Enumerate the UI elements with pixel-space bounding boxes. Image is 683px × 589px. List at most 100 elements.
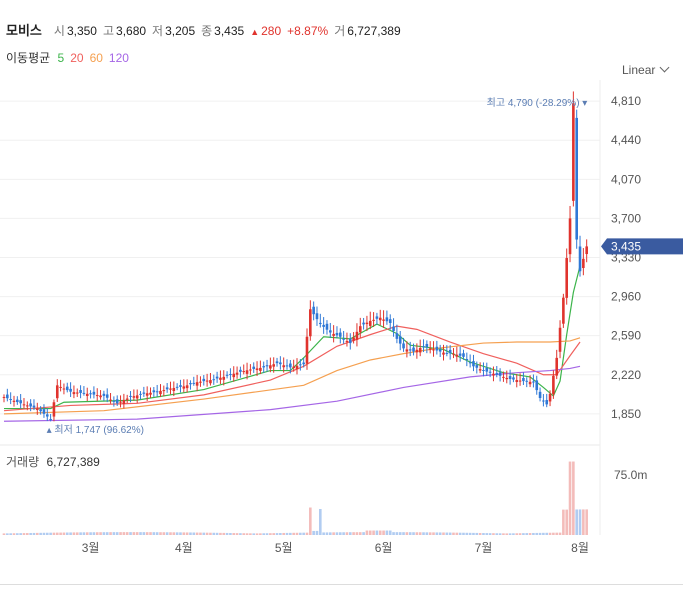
candle-body	[112, 400, 116, 402]
volume-bar	[565, 509, 569, 535]
volume-bar	[165, 532, 169, 535]
x-tick-label: 3월	[82, 541, 100, 555]
candle-body	[368, 320, 372, 326]
candle-body	[232, 373, 236, 378]
candle-body	[435, 346, 439, 351]
volume-bar	[575, 509, 578, 535]
volume-bar	[272, 533, 275, 535]
candle-body	[488, 371, 492, 373]
x-tick-label: 8월	[571, 541, 589, 555]
volume-bar	[42, 532, 46, 535]
candle-body	[42, 409, 46, 414]
ma-60[interactable]: 60	[89, 51, 103, 65]
candle-body	[532, 381, 535, 383]
volume-bar	[468, 532, 472, 535]
close-label: 종	[201, 24, 213, 38]
candle-body	[155, 391, 159, 393]
ma-120[interactable]: 120	[108, 51, 129, 65]
candle-body	[508, 376, 512, 380]
volume-bar	[512, 533, 515, 535]
candle-body	[319, 322, 322, 325]
candle-body	[392, 326, 395, 331]
volume-bar	[195, 532, 199, 535]
candle-body	[512, 377, 515, 380]
candle-body	[205, 380, 209, 382]
candle-body	[145, 393, 149, 396]
volume-bar	[482, 533, 485, 535]
volume-bar	[265, 533, 269, 535]
volume-bar	[219, 532, 222, 535]
volume-bar	[355, 532, 359, 535]
volume-bar	[39, 532, 42, 535]
candle-body	[39, 409, 42, 412]
candle-body	[142, 392, 146, 394]
candle-body	[202, 378, 206, 382]
candle-body	[385, 317, 389, 322]
volume-bar	[222, 532, 226, 535]
x-tick-label: 5월	[275, 541, 293, 555]
candle-body	[229, 374, 232, 376]
candle-body	[132, 396, 136, 398]
volume-bar	[16, 533, 19, 535]
candle-body	[502, 376, 505, 378]
volume-bar	[329, 532, 332, 535]
volume-bar	[572, 461, 575, 535]
volume-bar	[129, 532, 132, 535]
candle-body	[342, 338, 345, 340]
candle-body	[295, 365, 299, 370]
y-tick-label: 4,810	[611, 94, 641, 108]
candle-body	[59, 386, 62, 388]
candle-body	[585, 246, 588, 255]
volume-bar	[275, 533, 279, 535]
volume-bar	[189, 532, 192, 535]
volume-bar	[95, 532, 99, 535]
candle-body	[189, 383, 192, 385]
volume-bar	[185, 532, 189, 535]
change-value: 280	[261, 24, 282, 38]
volume-bar	[475, 532, 479, 535]
candle-body	[378, 317, 382, 321]
volume-bar	[535, 532, 539, 535]
volume-bar	[262, 533, 266, 535]
volume-bar	[172, 532, 176, 535]
scale-selector[interactable]: Linear	[622, 62, 670, 77]
volume-bar	[102, 532, 106, 535]
volume-bar	[65, 532, 69, 535]
volume-bar	[492, 533, 495, 535]
candle-body	[52, 402, 56, 417]
candle-body	[105, 394, 109, 398]
candle-body	[365, 322, 369, 325]
volume-bar	[22, 533, 26, 535]
volume-bar	[362, 532, 365, 535]
candle-body	[159, 390, 162, 395]
volume-axis-label: 75.0m	[614, 468, 647, 482]
volume-bar	[202, 532, 206, 535]
volume-bar	[552, 532, 555, 535]
close-value: 3,435	[214, 24, 245, 38]
candle-body	[245, 370, 249, 374]
candle-body	[135, 395, 139, 399]
candle-body	[395, 333, 399, 339]
ma-20[interactable]: 20	[70, 51, 84, 65]
candle-body	[279, 362, 282, 365]
candle-body	[335, 332, 339, 336]
ma-5[interactable]: 5	[57, 51, 65, 65]
volume-bar	[232, 533, 236, 535]
candle-body	[452, 353, 455, 355]
candle-body	[309, 309, 312, 337]
volume-value: 6,727,389	[347, 24, 401, 38]
candle-body	[482, 369, 485, 371]
volume-bar	[282, 532, 285, 535]
candle-body	[428, 348, 432, 350]
candle-body	[372, 319, 375, 321]
volume-panel-value: 6,727,389	[46, 455, 100, 469]
volume-bar	[299, 532, 302, 535]
candle-body	[179, 385, 182, 387]
volume-bar	[425, 532, 429, 535]
volume-bar	[422, 532, 425, 535]
volume-bar	[395, 532, 399, 535]
volume-bar	[59, 532, 62, 535]
candle-body	[165, 387, 169, 390]
candle-body	[438, 349, 442, 352]
